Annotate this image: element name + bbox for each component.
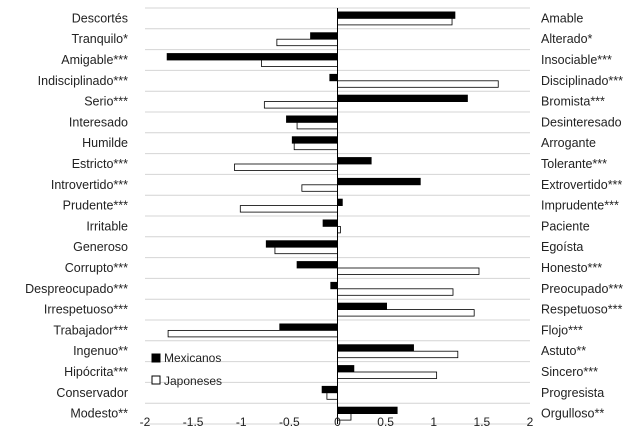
bar-japoneses-5	[296, 122, 338, 130]
bar-japoneses-0	[337, 17, 453, 26]
bar-japoneses-18	[326, 392, 338, 400]
left-label: Despreocupado***	[25, 282, 128, 296]
legend: Mexicanos Japoneses	[151, 351, 222, 388]
left-label: Irrespetuoso***	[44, 303, 128, 317]
left-label: Tranquilo*	[71, 32, 128, 46]
left-label: Descortés	[72, 11, 128, 25]
bar-japoneses-7	[234, 163, 338, 171]
x-tick-label: 0	[334, 415, 341, 429]
right-label: Insociable***	[541, 53, 612, 67]
bar-mexicanos-16	[337, 344, 414, 352]
bar-japoneses-1	[276, 38, 338, 47]
right-labels: Amable Alterado* Insociable*** Disciplinado…	[541, 11, 623, 420]
bar-mexicanos-6	[291, 136, 338, 144]
bar-japoneses-6	[293, 142, 338, 151]
legend-swatch-japoneses	[151, 375, 161, 385]
right-label: Orgulloso**	[541, 407, 604, 421]
left-label: Humilde	[82, 136, 128, 150]
bar-mexicanos-19	[337, 406, 398, 415]
bar-mexicanos-1	[310, 32, 338, 40]
bar-mexicanos-14	[337, 302, 387, 311]
right-label: Imprudente***	[541, 199, 619, 213]
right-label: Tolerante***	[541, 157, 607, 171]
right-label: Honesto***	[541, 261, 602, 275]
bar-mexicanos-11	[265, 240, 338, 248]
right-label: Flojo***	[541, 323, 583, 337]
right-label: Egoísta	[541, 240, 583, 254]
x-tick-label: -1.5	[183, 415, 204, 429]
right-label: Paciente	[541, 219, 590, 233]
bar-mexicanos-18	[321, 385, 338, 394]
bar-japoneses-9	[239, 205, 338, 213]
bar-japoneses-12	[337, 267, 480, 275]
x-axis-ticks: -2 -1.5 -1 -0.5 0 0.5 1 1.5 2	[140, 415, 534, 429]
x-tick-label: 0.5	[377, 415, 394, 429]
left-label: Corrupto***	[65, 261, 128, 275]
left-label: Amigable***	[61, 53, 128, 67]
bar-mexicanos-5	[286, 115, 338, 123]
left-label: Modesto**	[70, 407, 128, 421]
left-label: Irritable	[86, 219, 128, 233]
right-label: Amable	[541, 11, 583, 25]
left-label: Conservador	[56, 386, 128, 400]
x-tick-label: 2	[527, 415, 534, 429]
right-label: Progresista	[541, 386, 604, 400]
bar-mexicanos-13	[330, 281, 338, 290]
x-tick-label: -0.5	[279, 415, 300, 429]
left-labels: Descortés Tranquilo* Amigable*** Indiscipli…	[25, 11, 128, 420]
left-label: Generoso	[73, 240, 128, 254]
left-label: Trabajador***	[53, 323, 128, 337]
bar-mexicanos-10	[322, 219, 338, 227]
bar-japoneses-13	[337, 288, 454, 296]
left-label: Serio***	[84, 95, 128, 109]
bar-mexicanos-3	[329, 73, 338, 82]
left-label: Interesado	[69, 115, 128, 129]
bar-mexicanos-15	[279, 323, 338, 331]
right-label: Sincero***	[541, 365, 598, 379]
right-label: Alterado*	[541, 32, 593, 46]
legend-swatch-mexicanos	[151, 353, 161, 363]
bar-japoneses-11	[274, 246, 338, 255]
right-label: Respetuoso***	[541, 303, 622, 317]
bar-japoneses-4	[263, 101, 338, 109]
right-label: Disciplinado***	[541, 74, 623, 88]
bar-japoneses-8	[301, 184, 338, 192]
right-label: Extrovertido***	[541, 178, 622, 192]
left-label: Prudente***	[63, 199, 128, 213]
bar-japoneses-3	[337, 80, 499, 88]
left-label: Indisciplinado***	[38, 74, 128, 88]
bar-mexicanos-12	[296, 261, 338, 269]
bar-mexicanos-2	[166, 53, 338, 61]
bar-mexicanos-8	[337, 177, 421, 186]
bar-mexicanos-0	[337, 11, 456, 19]
legend-label-japoneses: Japoneses	[164, 374, 222, 388]
left-label: Hipócrita***	[64, 365, 128, 379]
legend-label-mexicanos: Mexicanos	[164, 351, 221, 365]
bar-japoneses-15	[167, 329, 338, 338]
right-label: Bromista***	[541, 95, 605, 109]
right-label: Desinteresado	[541, 115, 622, 129]
bar-japoneses-2	[261, 59, 338, 67]
bar-mexicanos-17	[337, 365, 355, 373]
bar-japoneses-16	[337, 350, 459, 359]
bar-mexicanos-4	[337, 94, 468, 102]
right-label: Arrogante	[541, 136, 596, 150]
x-tick-label: -1	[236, 415, 247, 429]
bar-mexicanos-9	[337, 198, 343, 207]
bars	[166, 11, 499, 421]
bar-mexicanos-7	[337, 157, 372, 165]
bar-japoneses-14	[337, 309, 475, 317]
x-tick-label: 1.5	[474, 415, 491, 429]
x-tick-label: -2	[140, 415, 151, 429]
bar-japoneses-17	[337, 371, 438, 379]
left-label: Introvertido***	[51, 178, 128, 192]
right-label: Preocupado***	[541, 282, 623, 296]
left-label: Ingenuo**	[73, 344, 128, 358]
right-label: Astuto**	[541, 344, 586, 358]
left-label: Estricto***	[72, 157, 128, 171]
x-tick-label: 1	[430, 415, 437, 429]
